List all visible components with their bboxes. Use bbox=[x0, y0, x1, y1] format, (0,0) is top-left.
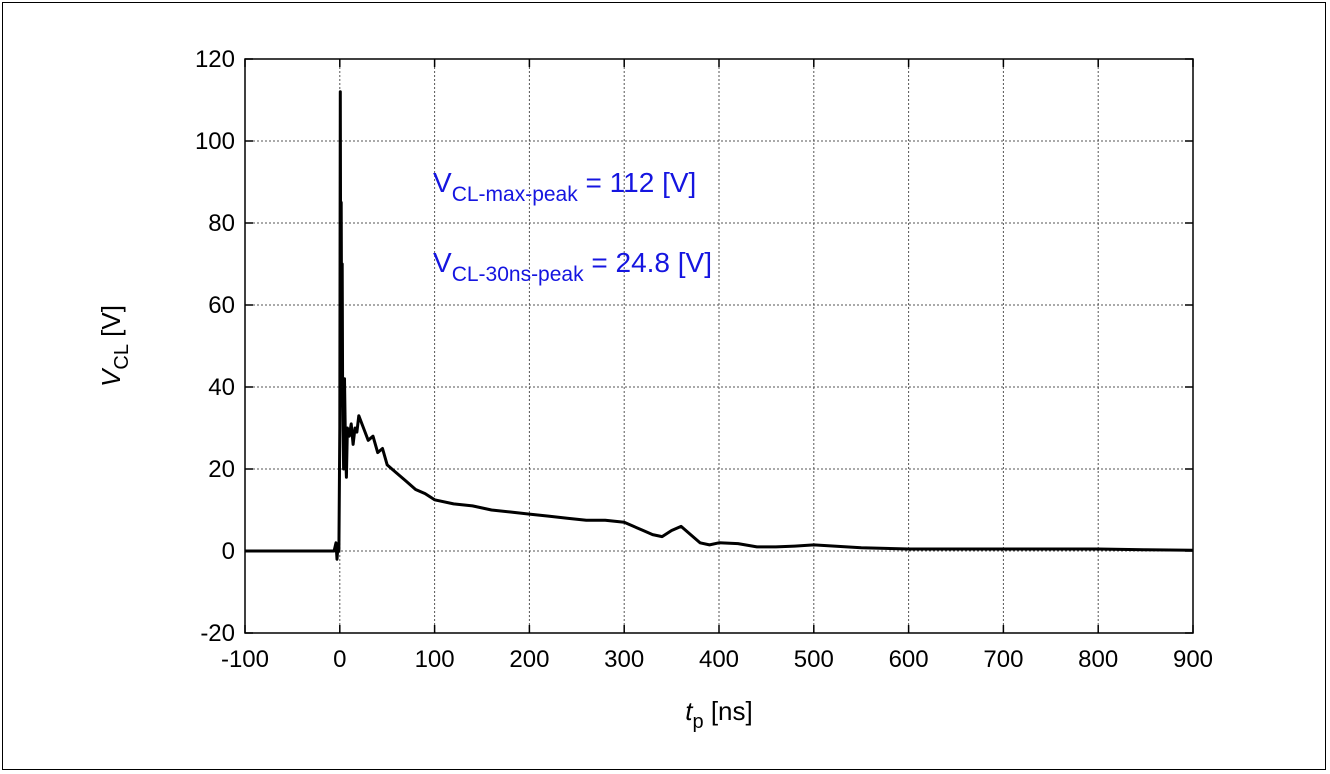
y-tick-label: 40 bbox=[208, 374, 235, 401]
plot-area-border bbox=[244, 58, 1194, 634]
annotation-max-peak-value: = 112 [V] bbox=[578, 167, 697, 198]
x-tick-label: 600 bbox=[889, 646, 929, 673]
x-tick-label: 300 bbox=[604, 646, 644, 673]
y-tick-label: 0 bbox=[222, 538, 235, 565]
y-axis-label: VCL [V] bbox=[96, 305, 133, 387]
y-axis-label-unit: [V] bbox=[96, 305, 126, 344]
annotation-30ns-peak: VCL-30ns-peak = 24.8 [V] bbox=[433, 247, 712, 286]
x-tick-label: 0 bbox=[333, 646, 346, 673]
series-layer bbox=[245, 90, 1194, 561]
x-tick-labels: -100 0 100 200 300 400 500 600 700 800 900 bbox=[221, 646, 1213, 673]
annotation-30ns-peak-sub: CL-30ns-peak bbox=[452, 263, 584, 286]
y-axis-label-var: V bbox=[96, 367, 126, 387]
x-tick-label: 400 bbox=[699, 646, 739, 673]
x-tick-label: 800 bbox=[1078, 646, 1118, 673]
y-tick-label: -20 bbox=[200, 620, 235, 647]
y-tick-label: 80 bbox=[208, 210, 235, 237]
x-axis-label-sub: p bbox=[692, 711, 703, 733]
x-tick-label: 500 bbox=[794, 646, 834, 673]
y-tick-label: 120 bbox=[195, 46, 235, 73]
x-axis-label-var: t bbox=[685, 696, 694, 726]
x-axis-label: tp [ns] bbox=[685, 696, 753, 733]
x-tick-label: 900 bbox=[1173, 646, 1213, 673]
x-tick-label: 700 bbox=[983, 646, 1023, 673]
y-tick-label: 100 bbox=[195, 128, 235, 155]
annotation-max-peak-sub: CL-max-peak bbox=[452, 183, 579, 206]
y-tick-label: 20 bbox=[208, 456, 235, 483]
annotation-max-peak-var: V bbox=[433, 167, 452, 198]
x-axis-label-unit: [ns] bbox=[704, 696, 753, 726]
ticks bbox=[244, 58, 1194, 634]
x-tick-label: -100 bbox=[221, 646, 269, 673]
annotation-30ns-peak-value: = 24.8 [V] bbox=[584, 247, 712, 278]
y-axis-label-sub: CL bbox=[111, 344, 133, 370]
y-tick-label: 60 bbox=[208, 292, 235, 319]
annotation-30ns-peak-var: V bbox=[433, 247, 452, 278]
grid-lines bbox=[245, 59, 1193, 633]
x-tick-label: 200 bbox=[509, 646, 549, 673]
x-tick-label: 100 bbox=[415, 646, 455, 673]
y-tick-labels: -20 0 20 40 60 80 100 120 bbox=[195, 46, 235, 647]
annotation-max-peak: VCL-max-peak = 112 [V] bbox=[433, 167, 696, 206]
series-line-0 bbox=[245, 90, 1194, 561]
